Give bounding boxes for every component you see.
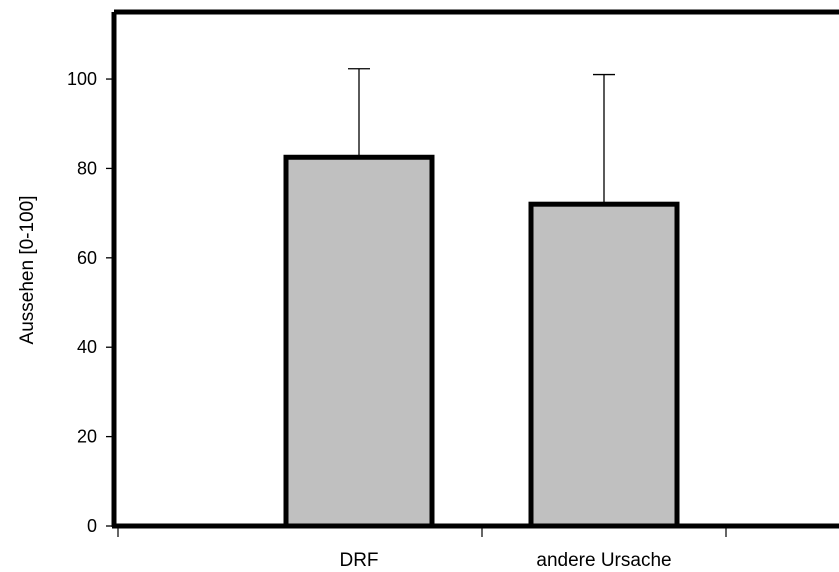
y-ticks-group: 0 20 40 60 80 100	[67, 69, 114, 536]
y-tick-label: 20	[77, 427, 97, 447]
x-category-label: andere Ursache	[536, 550, 671, 571]
y-tick-label: 0	[87, 516, 97, 536]
bars-group	[283, 154, 680, 529]
y-tick-label: 100	[67, 69, 97, 89]
bar-0	[283, 154, 435, 529]
y-tick-label: 80	[77, 158, 97, 178]
y-axis-title: Aussehen [0-100]	[17, 196, 38, 345]
error-bars-group	[348, 68, 615, 205]
plot-frame	[111, 9, 839, 527]
y-tick-label: 40	[77, 337, 97, 357]
bar-1	[528, 201, 680, 529]
x-ticks-group: DRF andere Ursache	[117, 528, 727, 571]
x-category-label: DRF	[339, 550, 378, 571]
y-tick-label: 60	[77, 248, 97, 268]
